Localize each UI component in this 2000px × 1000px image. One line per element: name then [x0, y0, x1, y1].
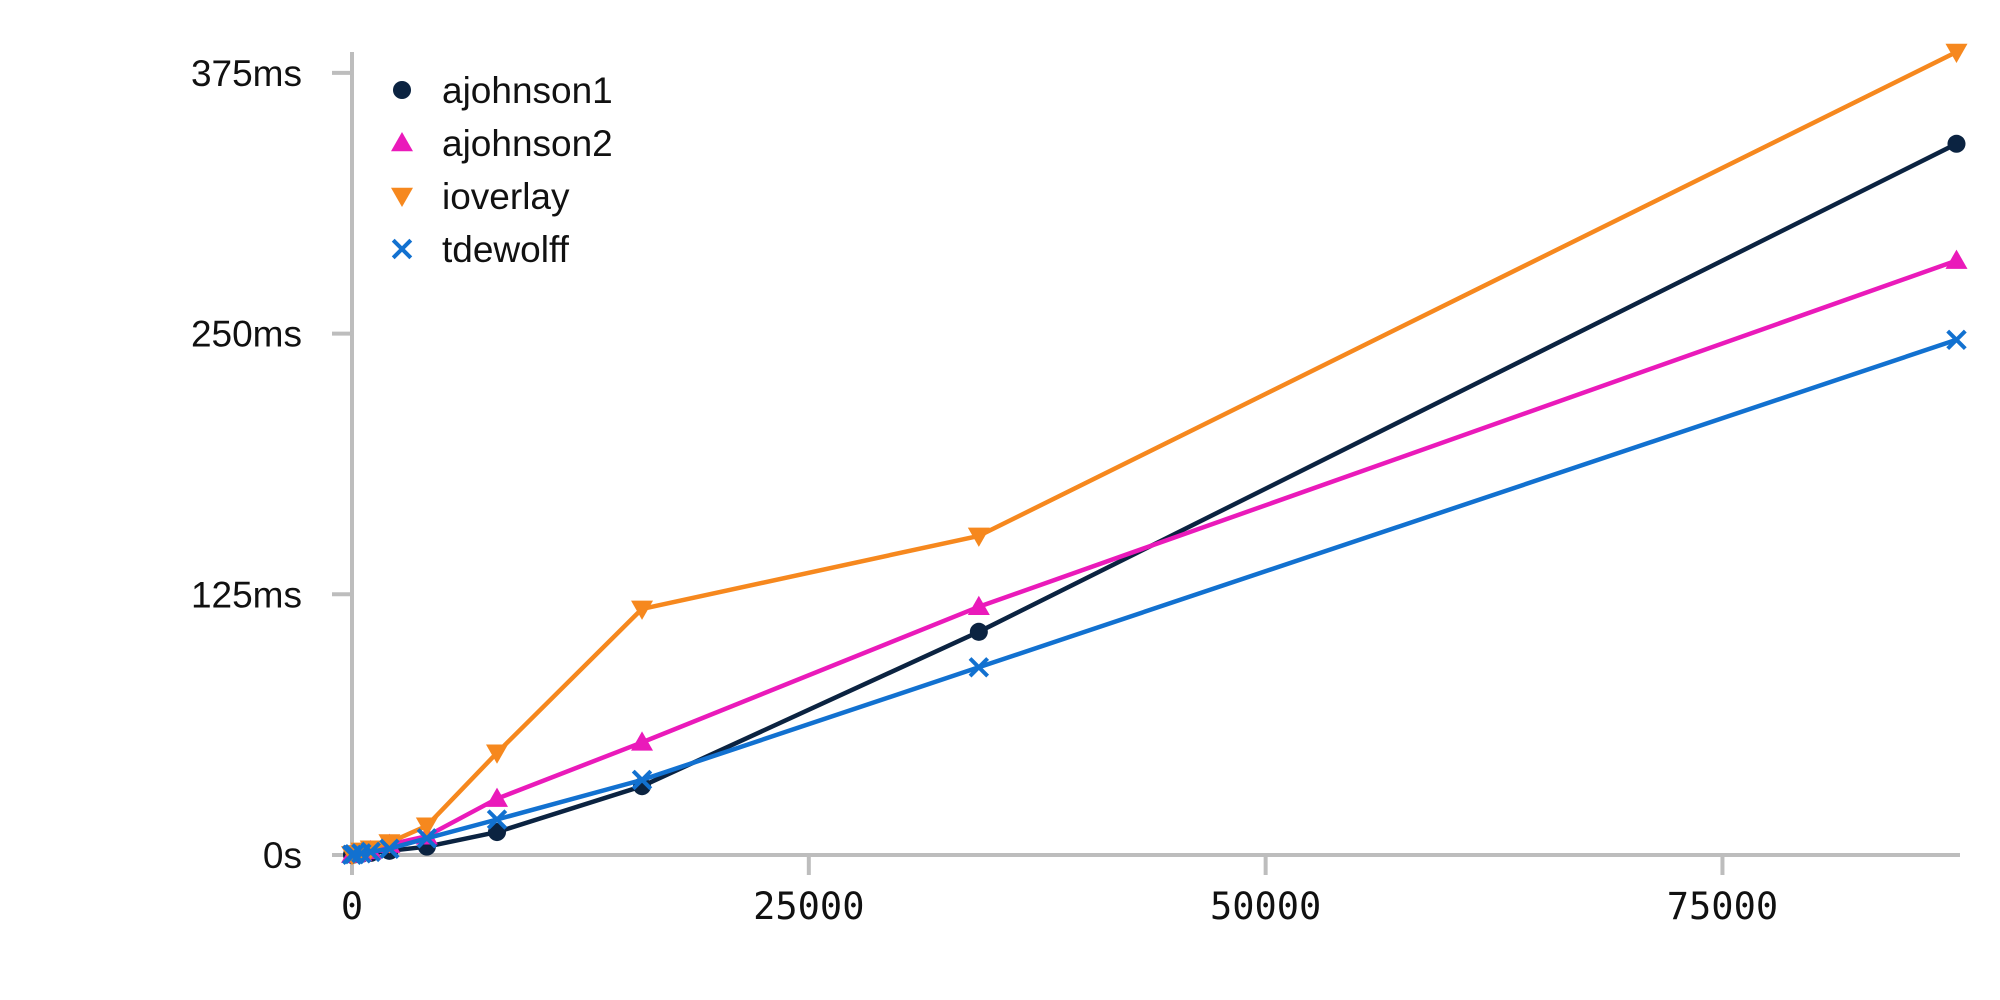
- data-point-tdewolff: [968, 657, 990, 678]
- series-line-ajohnson2: [351, 258, 1958, 857]
- data-point-ioverlay: [967, 527, 990, 547]
- data-point-ajohnson1: [969, 622, 988, 641]
- x-marker-stroke: [344, 843, 365, 865]
- axes: 0s 125ms 250ms 375ms 0 25000 50000 75000: [191, 52, 1960, 928]
- legend-marker-ajohnson1: [392, 80, 412, 100]
- x-marker-stroke: [486, 809, 508, 830]
- y-tick-label: 125ms: [191, 574, 302, 615]
- data-point-tdewolff: [1946, 329, 1967, 351]
- data-point-tdewolff: [379, 838, 400, 859]
- x-marker-stroke: [968, 657, 990, 678]
- series-ioverlay: [341, 43, 1968, 866]
- legend-marker-tdewolff: [391, 238, 413, 260]
- data-point-ioverlay: [486, 744, 509, 764]
- data-point-ioverlay: [1945, 43, 1968, 63]
- data-point-ajohnson1: [487, 823, 507, 842]
- series-tdewolff: [341, 329, 1967, 866]
- legend-marker-ajohnson2: [391, 132, 413, 152]
- x-tick-label: 0: [341, 885, 363, 928]
- series-ajohnson1: [342, 134, 1966, 864]
- data-point-ioverlay: [415, 817, 438, 837]
- data-point-ioverlay: [378, 834, 401, 854]
- data-point-tdewolff: [631, 769, 653, 791]
- legend: ajohnson1 ajohnson2 ioverlay tdewolff: [391, 70, 613, 270]
- legend-label-tdewolff: tdewolff: [442, 229, 570, 270]
- x-tick-label: 25000: [753, 885, 864, 928]
- x-marker-stroke: [1946, 329, 1967, 351]
- x-tick-label: 75000: [1667, 885, 1778, 928]
- data-point-tdewolff: [416, 828, 438, 849]
- x-marker-stroke: [631, 769, 653, 791]
- legend-item-ajohnson2: ajohnson2: [391, 123, 613, 164]
- data-point-tdewolff: [360, 841, 381, 863]
- x-tick-label: 50000: [1210, 885, 1321, 928]
- legend-label-ioverlay: ioverlay: [442, 176, 570, 217]
- y-tick-label: 375ms: [191, 53, 302, 94]
- legend-item-ajohnson1: ajohnson1: [392, 70, 613, 111]
- x-marker-stroke: [391, 238, 413, 260]
- data-point-ajohnson1: [1947, 134, 1966, 153]
- series-layer: [341, 43, 1968, 866]
- data-point-ajohnson2: [631, 731, 654, 751]
- series-line-ioverlay: [351, 49, 1958, 857]
- data-point-tdewolff: [486, 809, 508, 830]
- y-tick-label: 0s: [263, 835, 302, 876]
- x-marker-stroke: [416, 828, 438, 849]
- data-point-ajohnson2: [1945, 249, 1968, 269]
- series-ajohnson2: [341, 249, 1968, 863]
- legend-marker-ioverlay: [391, 187, 413, 207]
- legend-label-ajohnson2: ajohnson2: [442, 123, 613, 164]
- legend-item-tdewolff: tdewolff: [391, 229, 570, 270]
- data-point-ajohnson2: [486, 787, 509, 807]
- legend-label-ajohnson1: ajohnson1: [442, 70, 613, 111]
- x-marker-stroke: [360, 841, 381, 863]
- x-marker-stroke: [379, 838, 400, 859]
- data-point-ioverlay: [631, 600, 654, 620]
- data-point-ajohnson2: [967, 595, 990, 616]
- data-point-tdewolff: [344, 843, 365, 865]
- y-tick-label: 250ms: [191, 314, 302, 355]
- series-line-ajohnson1: [351, 141, 1958, 858]
- legend-item-ioverlay: ioverlay: [391, 176, 570, 217]
- series-line-tdewolff: [351, 337, 1958, 857]
